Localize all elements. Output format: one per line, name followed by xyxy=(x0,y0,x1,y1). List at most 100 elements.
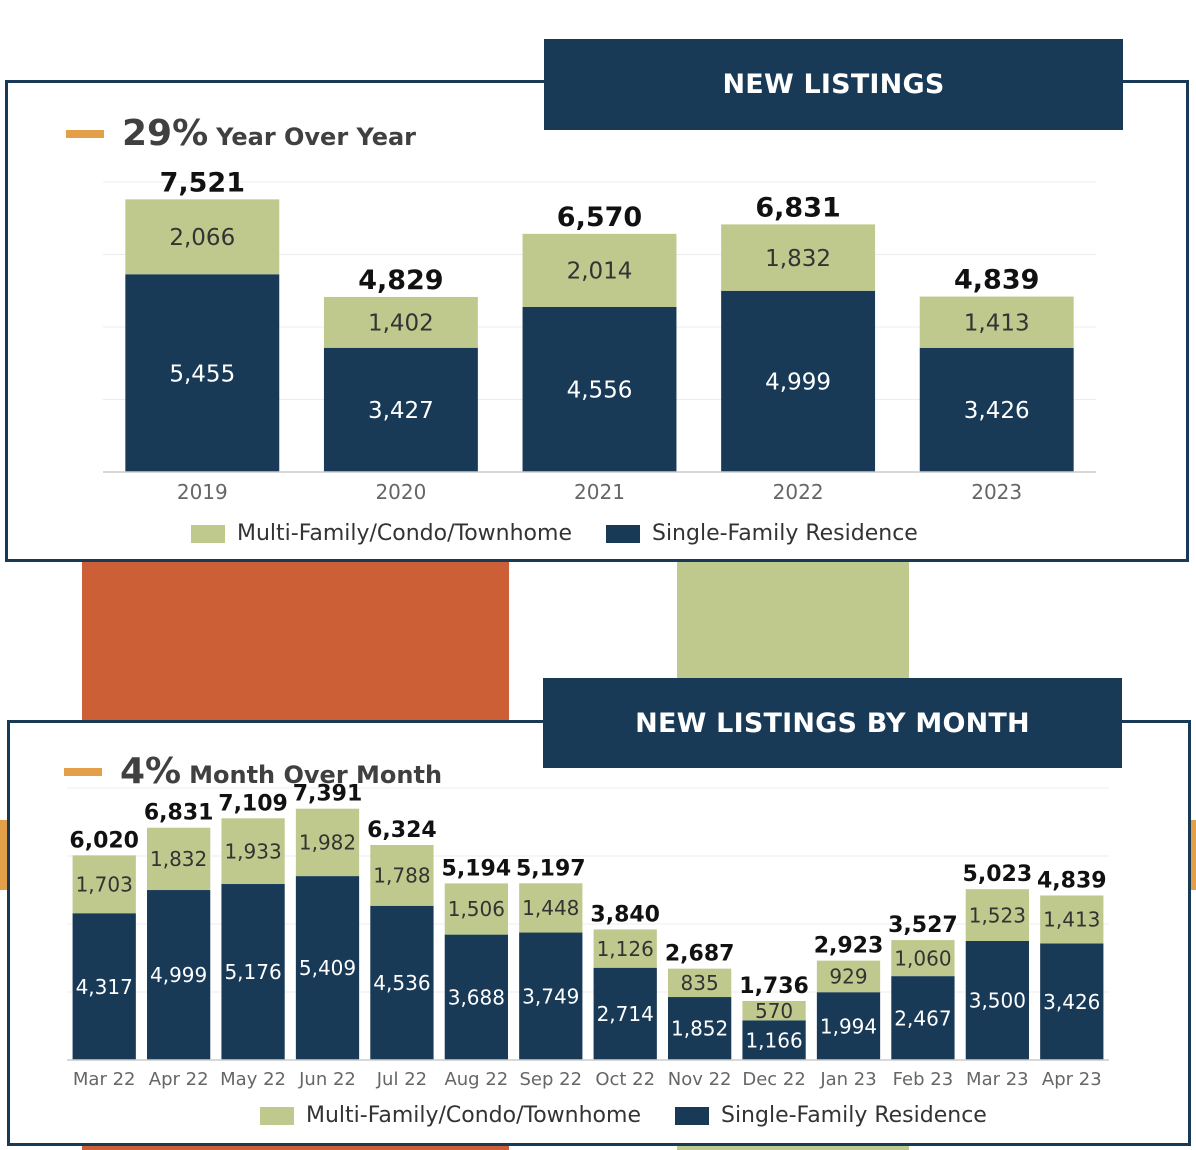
bar-multi-family xyxy=(147,827,211,891)
bar-single-family xyxy=(522,306,677,472)
decor-orange-strip-right xyxy=(1189,820,1196,890)
legend-swatch-multi-family xyxy=(260,1106,294,1125)
data-label-single-family: 3,749 xyxy=(522,984,579,1008)
data-label-single-family: 5,409 xyxy=(299,956,356,980)
bar-multi-family xyxy=(72,855,136,914)
x-tick-label: Nov 22 xyxy=(668,1069,732,1090)
bar-single-family xyxy=(125,274,280,472)
new-listings-title: NEW LISTINGS xyxy=(722,69,945,100)
data-label-multi-family: 1,126 xyxy=(597,937,654,961)
x-tick-label: Dec 22 xyxy=(742,1069,805,1090)
bar-multi-family xyxy=(519,883,583,933)
bar-single-family xyxy=(721,290,876,472)
new-listings-by-month-title: NEW LISTINGS BY MONTH xyxy=(635,707,1030,739)
x-tick-label: Apr 22 xyxy=(149,1069,209,1090)
data-label-single-family: 2,467 xyxy=(894,1006,951,1030)
bar-single-family xyxy=(295,876,360,1060)
bar-multi-family xyxy=(721,224,876,291)
x-tick-label: Apr 23 xyxy=(1042,1069,1102,1090)
legend-item-single-family: Single-Family Residence xyxy=(674,1103,987,1128)
data-label-single-family: 3,500 xyxy=(969,989,1026,1013)
data-label-single-family: 1,852 xyxy=(671,1017,728,1041)
data-label-total: 4,829 xyxy=(358,265,443,296)
data-label-multi-family: 1,933 xyxy=(224,839,281,863)
bar-multi-family xyxy=(816,960,881,993)
data-label-total: 5,194 xyxy=(442,856,512,881)
data-label-single-family: 1,166 xyxy=(745,1028,802,1052)
bar-single-family xyxy=(72,913,136,1060)
data-label-multi-family: 1,523 xyxy=(969,903,1026,927)
kpi-dash-marker xyxy=(66,129,104,138)
kpi-dash-marker xyxy=(64,767,102,776)
legend-item-single-family: Single-Family Residence xyxy=(605,521,918,546)
data-label-total: 4,839 xyxy=(954,265,1039,296)
bar-single-family xyxy=(221,884,285,1060)
bar-single-family xyxy=(147,890,211,1060)
data-label-total: 5,197 xyxy=(516,856,586,881)
data-label-single-family: 4,536 xyxy=(373,971,430,995)
data-label-single-family: 3,426 xyxy=(1043,990,1100,1014)
monthly-chart-legend: Multi-Family/Condo/Townhome Single-Famil… xyxy=(260,1103,1021,1128)
data-label-total: 4,839 xyxy=(1037,868,1107,893)
data-label-multi-family: 2,066 xyxy=(169,225,235,251)
data-label-multi-family: 835 xyxy=(681,971,719,995)
x-tick-label: Mar 23 xyxy=(966,1069,1029,1090)
data-label-single-family: 5,455 xyxy=(169,361,235,387)
data-label-total: 7,109 xyxy=(218,791,288,816)
bar-multi-family xyxy=(593,929,657,968)
data-label-multi-family: 1,832 xyxy=(150,847,207,871)
bar-multi-family xyxy=(919,296,1074,348)
data-label-multi-family: 1,060 xyxy=(894,946,951,970)
bar-multi-family xyxy=(965,889,1029,941)
data-label-total: 6,831 xyxy=(755,192,840,223)
data-label-total: 6,831 xyxy=(144,801,214,826)
yearly-chart-legend: Multi-Family/Condo/Townhome Single-Famil… xyxy=(191,521,952,546)
legend-swatch-single-family xyxy=(674,1106,709,1125)
x-tick-label: May 22 xyxy=(220,1069,286,1090)
data-label-multi-family: 1,703 xyxy=(76,872,133,896)
bar-multi-family xyxy=(668,968,732,998)
bar-single-family xyxy=(668,997,732,1060)
decor-orange-strip-left xyxy=(0,820,8,890)
bar-single-family xyxy=(323,347,478,472)
bar-multi-family xyxy=(1040,895,1104,944)
yoy-kpi-value: 29% xyxy=(122,113,209,154)
data-label-total: 7,391 xyxy=(293,782,363,807)
monthly-new-listings-chart: 4,317 1,703 6,020 Mar 22 4,999 1,832 6,831 Apr … xyxy=(67,782,1109,1090)
legend-swatch-multi-family xyxy=(191,524,225,543)
bar-single-family xyxy=(816,992,881,1060)
data-label-single-family: 4,999 xyxy=(150,963,207,987)
data-label-multi-family: 1,982 xyxy=(299,831,356,855)
data-label-multi-family: 1,506 xyxy=(448,897,505,921)
yoy-kpi: 29% Year Over Year xyxy=(66,113,416,154)
legend-label-single-family: Single-Family Residence xyxy=(651,521,918,546)
x-tick-label: Oct 22 xyxy=(595,1069,655,1090)
x-tick-label: Jun 22 xyxy=(298,1069,356,1090)
legend-label-multi-family: Multi-Family/Condo/Townhome xyxy=(237,521,572,546)
bar-multi-family xyxy=(221,818,285,885)
mom-kpi: 4% Month Over Month xyxy=(64,751,442,792)
data-label-single-family: 3,427 xyxy=(368,398,434,424)
mom-kpi-value: 4% xyxy=(120,751,182,792)
bar-single-family xyxy=(370,905,434,1060)
x-tick-label: 2023 xyxy=(971,480,1022,504)
bar-multi-family xyxy=(295,808,360,877)
data-label-multi-family: 1,413 xyxy=(1043,908,1100,932)
mom-kpi-label: Month Over Month xyxy=(189,761,443,789)
bar-single-family xyxy=(1040,943,1104,1060)
data-label-multi-family: 1,402 xyxy=(368,311,434,337)
data-label-single-family: 1,994 xyxy=(820,1014,877,1038)
data-label-multi-family: 1,448 xyxy=(522,896,579,920)
data-label-total: 7,521 xyxy=(160,167,245,198)
data-label-total: 2,923 xyxy=(814,934,884,959)
x-tick-label: Feb 23 xyxy=(893,1069,954,1090)
data-label-multi-family: 929 xyxy=(829,965,867,989)
data-label-multi-family: 1,832 xyxy=(765,246,831,272)
bar-multi-family xyxy=(323,296,478,348)
data-label-single-family: 5,176 xyxy=(224,960,281,984)
data-label-single-family: 4,556 xyxy=(567,378,633,404)
new-listings-by-month-panel: 4% Month Over Month 4,317 1,703 6,020 Mar 2… xyxy=(7,720,1191,1146)
bar-multi-family xyxy=(125,199,280,275)
legend-item-multi-family: Multi-Family/Condo/Townhome xyxy=(260,1103,641,1128)
x-tick-label: Sep 22 xyxy=(520,1069,583,1090)
